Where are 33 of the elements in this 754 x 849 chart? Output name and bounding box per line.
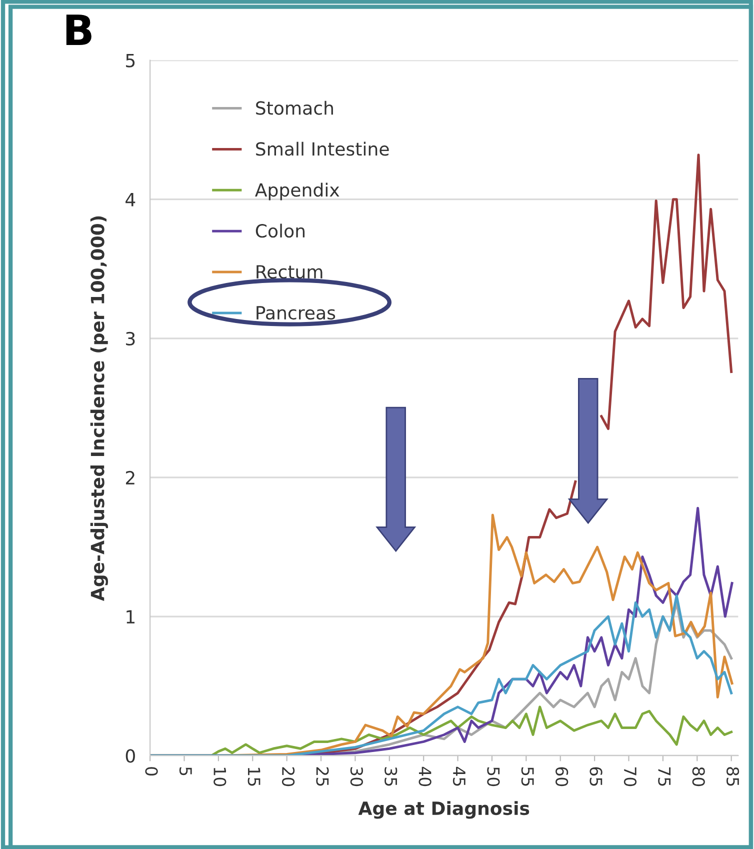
text: B <box>66 14 92 45</box>
x-axis-title: Age at Diagnosis <box>358 801 530 819</box>
legend-label: Stomach <box>256 100 333 115</box>
legend-label: Small Intestine <box>256 142 389 156</box>
legend-label: Pancreas <box>256 306 336 320</box>
x-tick-label: 30 <box>350 767 363 786</box>
x-tick-label: 5 <box>179 767 192 776</box>
legend-label: Colon <box>256 224 304 238</box>
x-tick-label: 50 <box>487 767 500 786</box>
x-tick-label: 40 <box>418 766 432 786</box>
y-tick-label: 5 <box>126 54 135 68</box>
x-tick-label: 0 <box>145 767 158 776</box>
y-axis-title: Age-Adjusted Incidence (per 100,000) <box>90 216 108 601</box>
x-tick-label: 65 <box>590 767 602 786</box>
legend-label: Appendix <box>255 182 340 200</box>
x-tick-label: 80 <box>692 767 705 786</box>
legend-label: Rectum <box>256 265 322 279</box>
y-tick-label: 4 <box>126 193 136 206</box>
y-tick-label: 1 <box>126 610 134 624</box>
x-tick-label: 70 <box>624 767 637 786</box>
y-tick-label: 0 <box>126 749 135 763</box>
x-tick-label: 85 <box>726 767 740 786</box>
y-tick-label: 2 <box>126 470 134 484</box>
y-tick-label: 3 <box>126 332 135 346</box>
x-tick-label: 55 <box>521 767 534 786</box>
x-tick-label: 25 <box>316 767 329 786</box>
x-tick-label: 35 <box>384 767 398 786</box>
x-tick-label: 10 <box>214 768 226 786</box>
x-tick-label: 20 <box>282 767 295 786</box>
x-tick-label: 45 <box>452 766 466 786</box>
x-tick-label: 15 <box>248 768 260 786</box>
x-tick-label: 60 <box>556 767 568 786</box>
x-tick-label: 75 <box>658 767 670 786</box>
